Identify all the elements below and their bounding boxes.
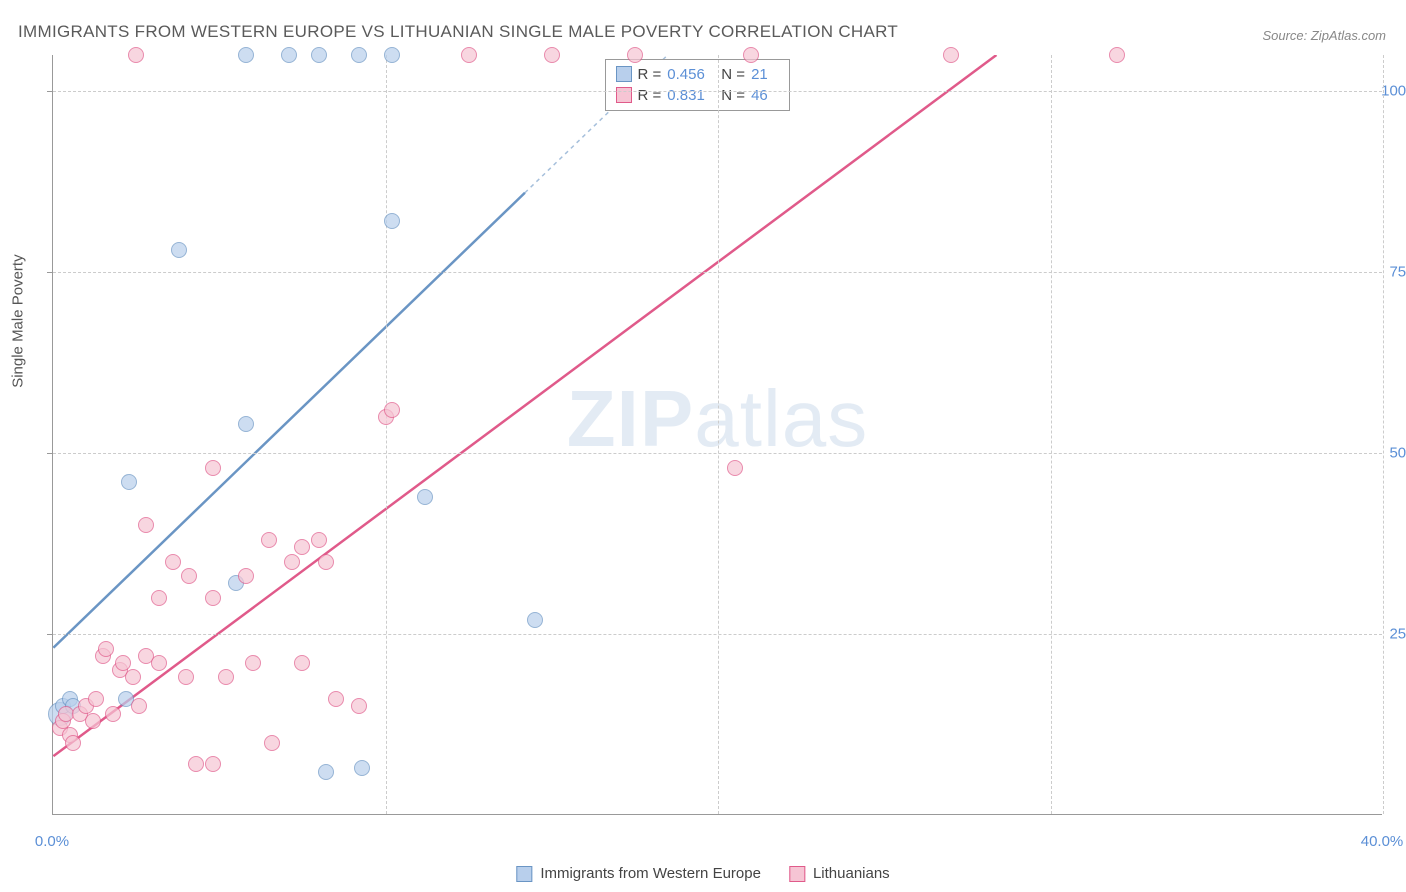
scatter-point [943, 47, 959, 63]
scatter-point [544, 47, 560, 63]
legend-swatch-icon [516, 866, 532, 882]
scatter-point [205, 590, 221, 606]
scatter-point [205, 756, 221, 772]
legend-label: Immigrants from Western Europe [540, 865, 761, 882]
scatter-point [311, 47, 327, 63]
scatter-point [238, 47, 254, 63]
stats-box: R =0.456N =21R =0.831N =46 [605, 59, 791, 111]
scatter-point [125, 669, 141, 685]
scatter-point [165, 554, 181, 570]
scatter-point [284, 554, 300, 570]
scatter-point [131, 698, 147, 714]
scatter-point [238, 568, 254, 584]
scatter-point [115, 655, 131, 671]
x-tick-label: 40.0% [1361, 833, 1404, 850]
scatter-point [85, 713, 101, 729]
scatter-point [318, 764, 334, 780]
legend-item-series-a: Immigrants from Western Europe [516, 865, 761, 882]
scatter-point [128, 47, 144, 63]
x-tick-label: 0.0% [35, 833, 69, 850]
chart-title: IMMIGRANTS FROM WESTERN EUROPE VS LITHUA… [18, 22, 898, 42]
scatter-point [65, 735, 81, 751]
legend-swatch-icon [789, 866, 805, 882]
scatter-point [151, 590, 167, 606]
scatter-point [318, 554, 334, 570]
scatter-point [205, 460, 221, 476]
scatter-point [384, 213, 400, 229]
scatter-point [328, 691, 344, 707]
scatter-point [98, 641, 114, 657]
scatter-point [218, 669, 234, 685]
scatter-point [151, 655, 167, 671]
scatter-point [311, 532, 327, 548]
stats-row: R =0.831N =46 [616, 85, 780, 106]
stats-row: R =0.456N =21 [616, 64, 780, 85]
scatter-point [178, 669, 194, 685]
y-tick-label: 50.0% [1372, 445, 1406, 462]
scatter-point [384, 47, 400, 63]
scatter-point [384, 402, 400, 418]
scatter-point [138, 517, 154, 533]
scatter-point [1109, 47, 1125, 63]
scatter-point [351, 698, 367, 714]
legend-item-series-b: Lithuanians [789, 865, 890, 882]
y-tick-label: 100.0% [1372, 83, 1406, 100]
scatter-point [294, 655, 310, 671]
scatter-point [245, 655, 261, 671]
scatter-point [264, 735, 280, 751]
y-axis-label: Single Male Poverty [10, 254, 27, 387]
scatter-point [188, 756, 204, 772]
scatter-point [181, 568, 197, 584]
legend: Immigrants from Western Europe Lithuania… [516, 865, 889, 882]
scatter-point [238, 416, 254, 432]
scatter-point [261, 532, 277, 548]
y-tick-label: 75.0% [1372, 264, 1406, 281]
legend-label: Lithuanians [813, 865, 890, 882]
scatter-point [171, 242, 187, 258]
scatter-point [627, 47, 643, 63]
scatter-point [88, 691, 104, 707]
scatter-point [281, 47, 297, 63]
scatter-point [351, 47, 367, 63]
scatter-point [105, 706, 121, 722]
scatter-point [417, 489, 433, 505]
scatter-point [121, 474, 137, 490]
scatter-point [743, 47, 759, 63]
scatter-point [527, 612, 543, 628]
scatter-point [294, 539, 310, 555]
chart-plot-area: ZIPatlas R =0.456N =21R =0.831N =46 25.0… [52, 55, 1382, 815]
scatter-point [354, 760, 370, 776]
scatter-point [727, 460, 743, 476]
y-tick-label: 25.0% [1372, 626, 1406, 643]
scatter-point [461, 47, 477, 63]
source-label: Source: ZipAtlas.com [1262, 28, 1386, 43]
